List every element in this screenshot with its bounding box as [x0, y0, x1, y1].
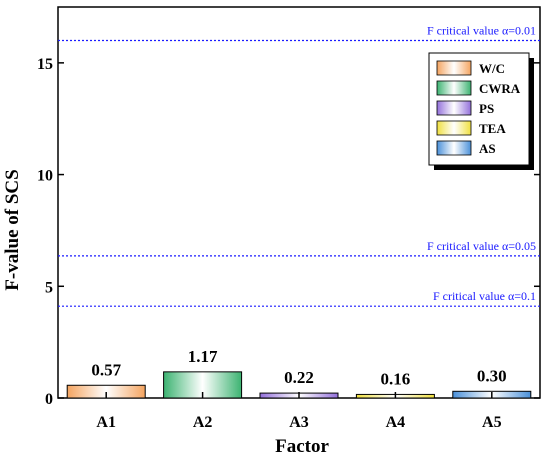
y-tick-label: 15 [37, 56, 53, 73]
reference-line-label: F critical value α=0.1 [433, 289, 536, 303]
legend-swatch [436, 100, 472, 116]
legend-swatch [436, 120, 472, 136]
x-tick-label: A5 [482, 414, 502, 431]
reference-line-label: F critical value α=0.01 [427, 24, 536, 38]
y-tick-label: 5 [45, 279, 53, 296]
legend-swatch [436, 80, 472, 96]
bar-value-label: 0.57 [91, 360, 121, 379]
legend-entry: AS [479, 141, 496, 156]
x-tick-label: A1 [96, 414, 116, 431]
x-tick-label: A4 [386, 414, 406, 431]
bar-value-label: 0.22 [284, 368, 314, 387]
legend-entry: TEA [479, 121, 506, 136]
x-tick-label: A2 [193, 414, 213, 431]
legend-swatch [436, 60, 472, 76]
y-tick-label: 10 [37, 168, 53, 185]
bar-value-label: 0.16 [381, 369, 411, 388]
legend-entry: PS [479, 101, 494, 116]
bar-value-label: 1.17 [188, 347, 218, 366]
bar-value-label: 0.30 [477, 366, 507, 385]
legend-swatch [436, 140, 472, 156]
legend-entry: CWRA [479, 81, 521, 96]
y-axis-title: F-value of SCS [2, 169, 23, 290]
legend-entry: W/C [479, 61, 505, 76]
x-tick-label: A3 [289, 414, 309, 431]
x-axis-title: Factor [275, 436, 329, 457]
reference-line-label: F critical value α=0.05 [427, 239, 536, 253]
y-tick-label: 0 [45, 391, 53, 408]
